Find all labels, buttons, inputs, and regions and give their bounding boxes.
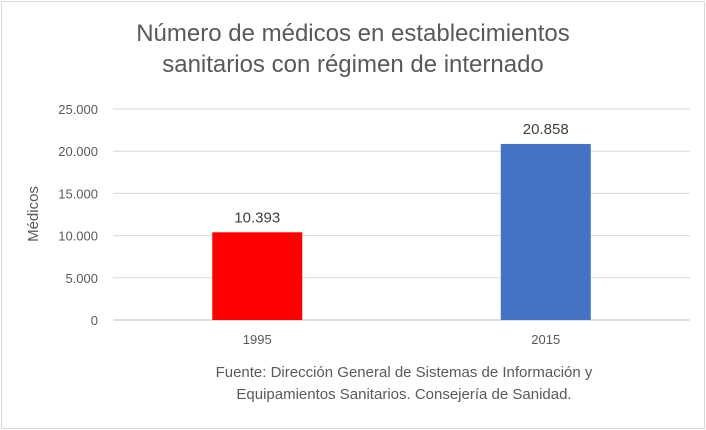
source-note: Fuente: Dirección General de Sistemas de… (0, 362, 706, 406)
y-tick-label: 10.000 (58, 229, 98, 244)
source-line-1: Fuente: Dirección General de Sistemas de… (215, 364, 593, 381)
y-tick-label: 5.000 (65, 271, 98, 286)
data-label-2015: 20.858 (523, 121, 569, 138)
bar-2015 (500, 143, 591, 320)
chart-title: Número de médicos en establecimientos sa… (0, 18, 706, 80)
chart-title-line-2: sanitarios con régimen de internado (162, 51, 544, 78)
y-tick-labels: 0 5.000 10.000 15.000 20.000 25.000 (58, 102, 98, 328)
y-tick-label: 25.000 (58, 102, 98, 117)
y-tick-label: 0 (91, 313, 98, 328)
data-label-1995: 10.393 (234, 209, 280, 226)
gridlines (113, 108, 690, 321)
x-tick-labels: 1995 2015 (243, 332, 560, 347)
y-tick-label: 20.000 (58, 144, 98, 159)
y-axis-label: Médicos (25, 186, 42, 242)
bars (212, 143, 591, 320)
y-tick-label: 15.000 (58, 186, 98, 201)
bar-1995 (212, 232, 303, 320)
data-labels: 10.393 20.858 (234, 121, 568, 226)
source-line-2: Equipamientos Sanitarios. Consejería de … (236, 386, 572, 403)
chart-title-line-1: Número de médicos en establecimientos (136, 20, 570, 47)
x-tick-label-2015: 2015 (531, 332, 560, 347)
x-tick-label-1995: 1995 (243, 332, 272, 347)
